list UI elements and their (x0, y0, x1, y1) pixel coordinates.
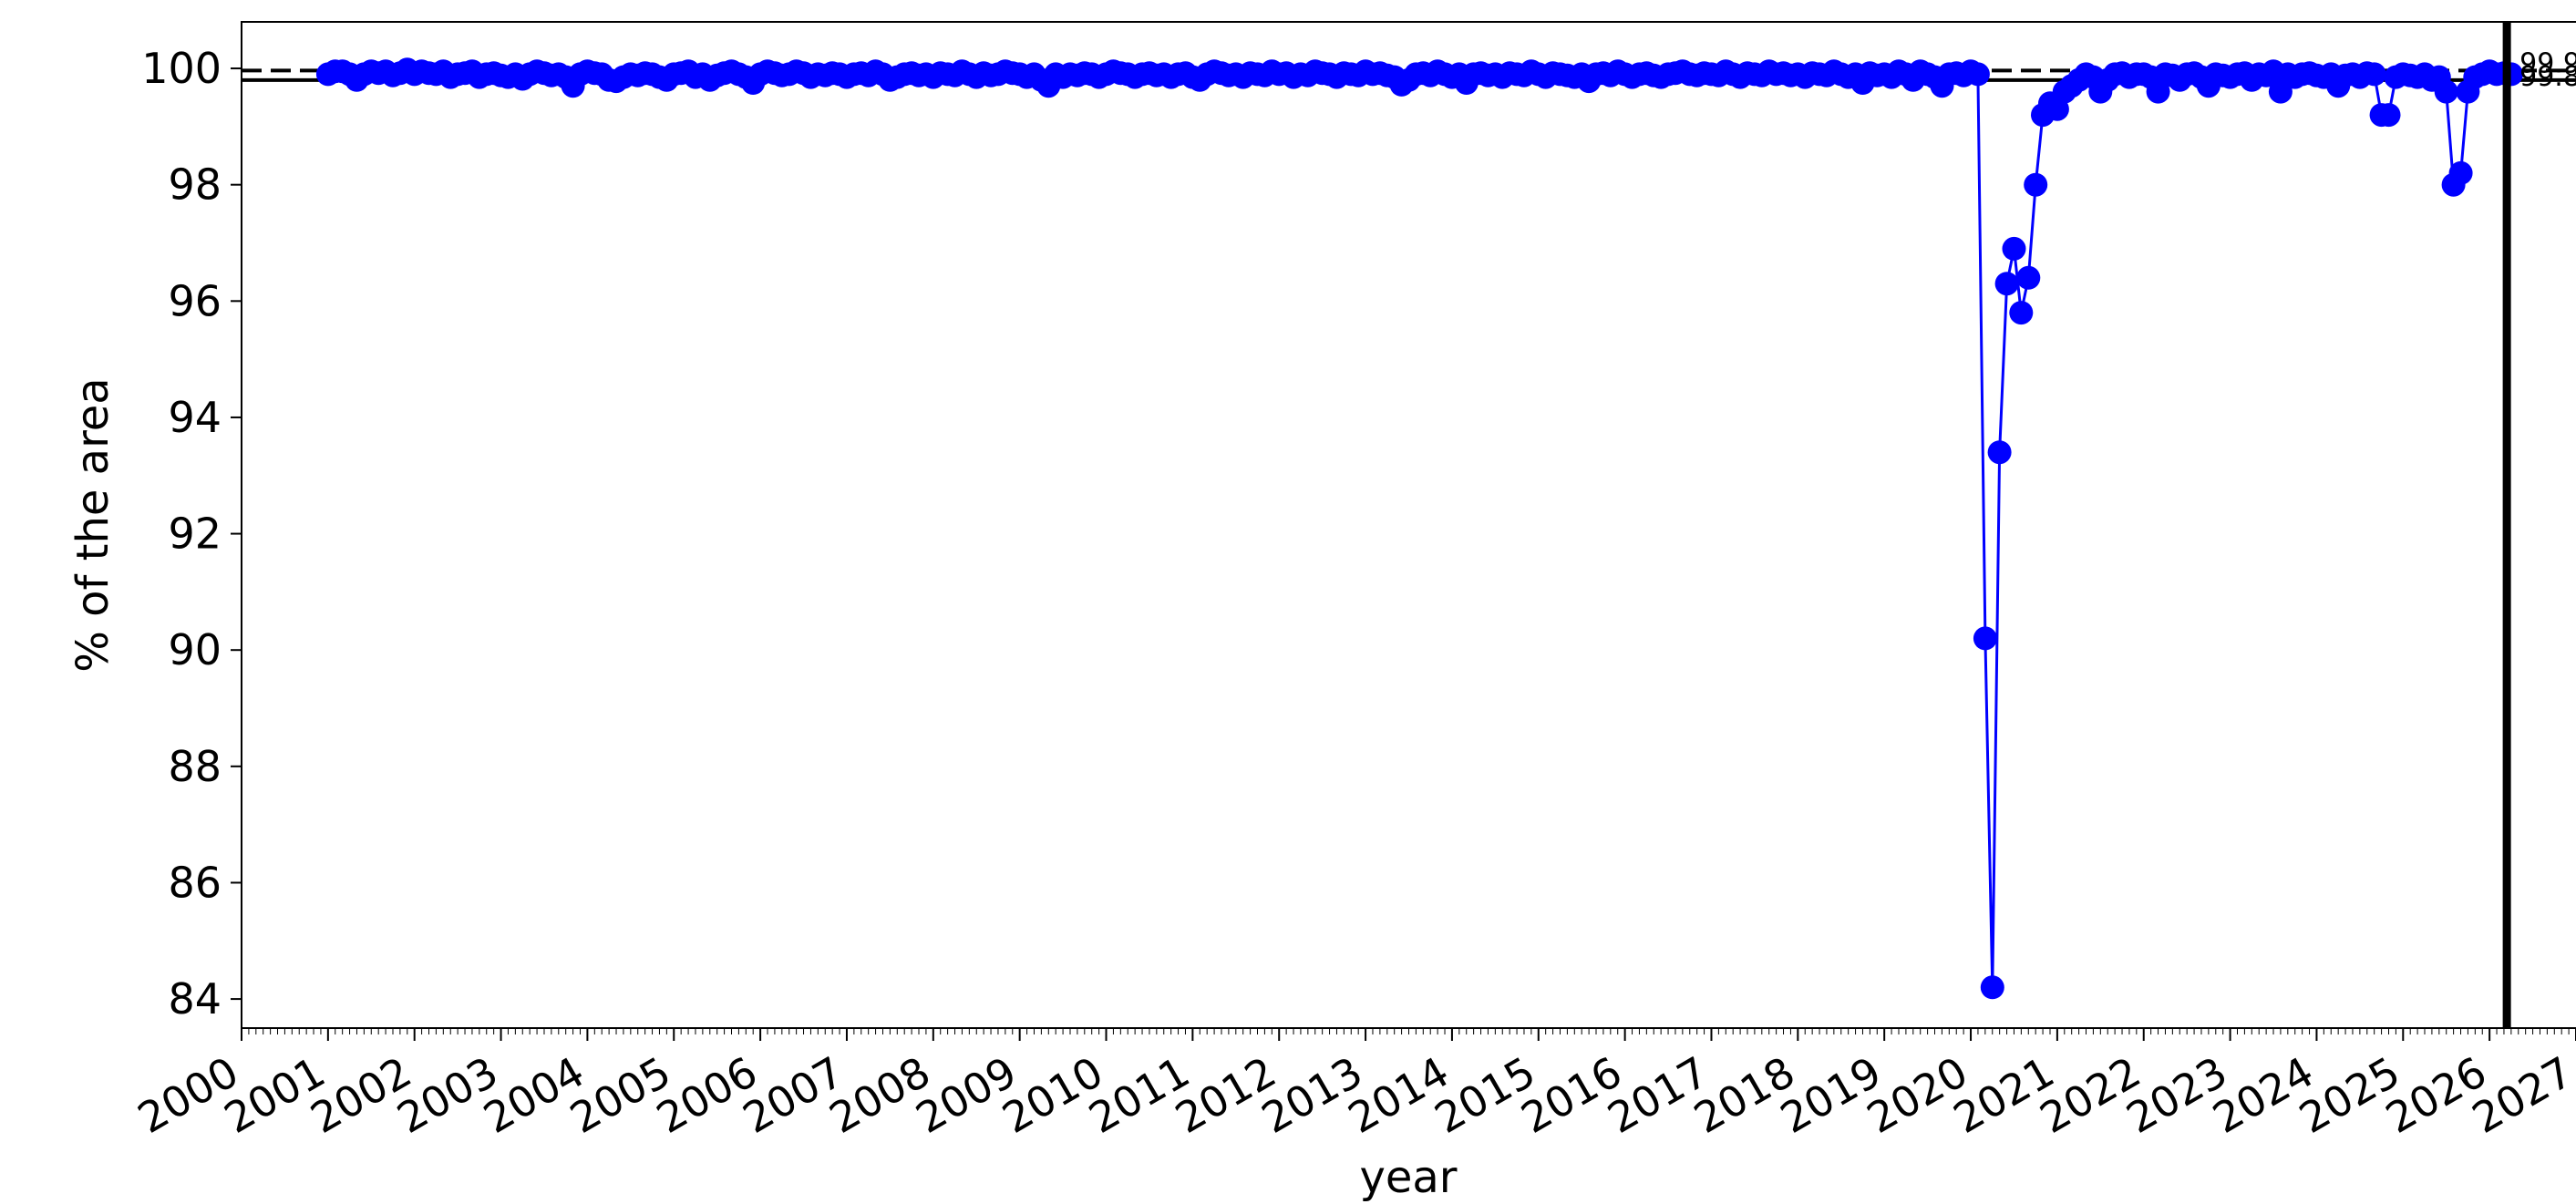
y-tick-label: 94 (168, 393, 222, 442)
data-point (2024, 172, 2048, 197)
y-axis-ticks: 84 86 88 90 92 94 96 98 100 (141, 44, 242, 1024)
data-point (1965, 62, 1990, 87)
data-point (1980, 975, 2004, 1000)
y-tick-label: 84 (168, 974, 222, 1024)
data-point (1987, 440, 2012, 465)
data-point (2009, 301, 2034, 325)
plot-frame (241, 21, 2576, 1029)
data-point (2376, 103, 2401, 128)
y-tick-label: 100 (141, 44, 222, 93)
y-tick-label: 86 (168, 858, 222, 907)
y-tick-label: 90 (168, 625, 222, 674)
x-tick-label: 2027 (2464, 1047, 2576, 1143)
data-point (1973, 626, 1997, 651)
y-tick-label: 98 (168, 160, 222, 210)
reference-label-dashed: 99.9 (2519, 47, 2576, 79)
data-point (1994, 272, 2019, 296)
y-tick-label: 92 (168, 509, 222, 559)
x-axis-label: year (1359, 1152, 1457, 1203)
data-point (2434, 79, 2458, 104)
x-axis-ticks: 2000200120022003200420052006200720082009… (129, 1028, 2576, 1143)
series-line (327, 67, 2512, 988)
y-tick-label: 88 (168, 742, 222, 791)
data-point (2016, 265, 2041, 290)
data-point (2362, 62, 2386, 87)
data-point (2002, 236, 2026, 261)
y-tick-label: 96 (168, 276, 222, 325)
x-axis-minor-ticks (241, 1028, 2570, 1034)
reference-label-solid: 99.8 (2519, 61, 2576, 93)
data-point (2448, 160, 2473, 185)
y-axis-label: % of the area (67, 377, 118, 672)
series-points (315, 57, 2523, 1000)
